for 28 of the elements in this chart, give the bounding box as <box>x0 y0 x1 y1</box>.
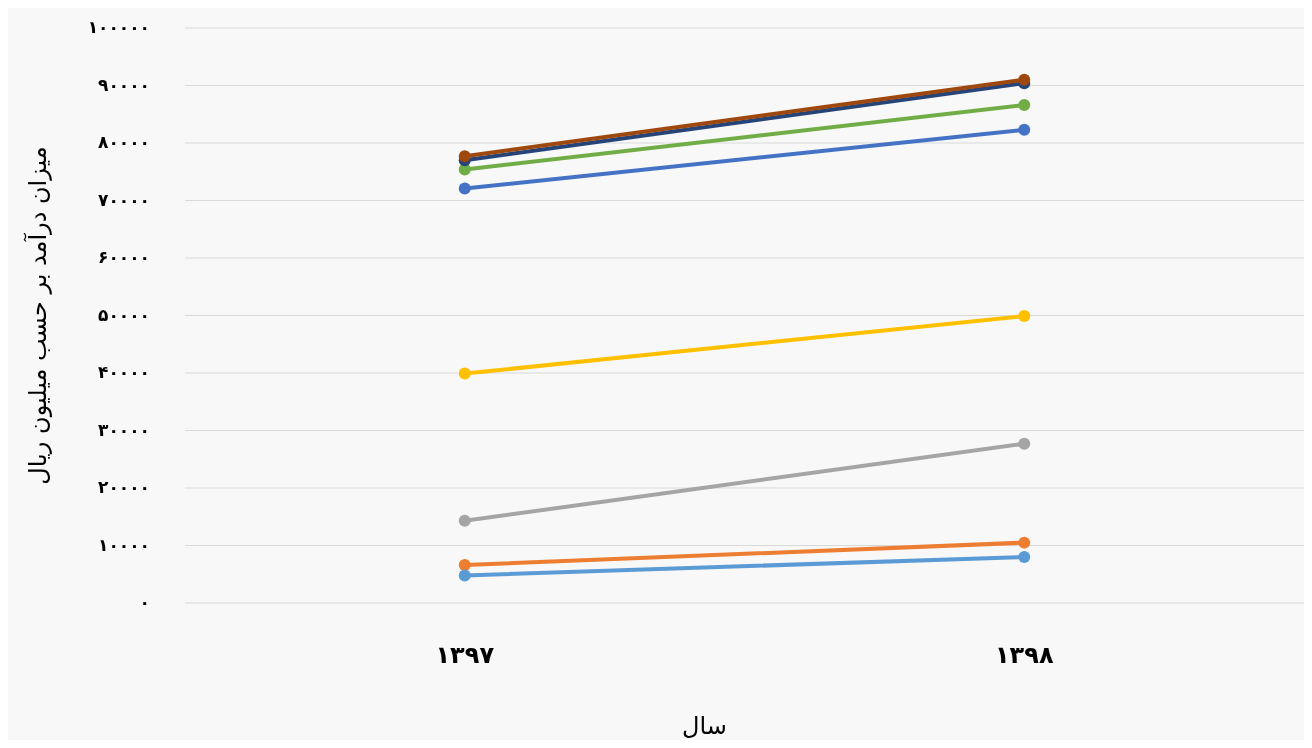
y-tick-label: ۹۰۰۰۰ <box>98 74 150 95</box>
point <box>1018 73 1031 86</box>
point <box>1018 437 1031 450</box>
y-axis-title: میزان درآمد بر حسب میلیون ریال <box>23 146 52 485</box>
y-tick-label: ۴۰۰۰۰ <box>98 362 150 382</box>
point <box>1018 551 1031 563</box>
y-tick-label: ۵۰۰۰۰ <box>98 304 150 325</box>
point <box>1018 99 1031 112</box>
x-tick-label: ۱۳۹۸ <box>994 641 1054 669</box>
point <box>458 367 471 380</box>
y-tick-label: ۶۰۰۰۰ <box>98 247 150 267</box>
point <box>458 569 471 582</box>
y-tick-label: ۱۰۰۰۰۰ <box>87 17 150 37</box>
point <box>458 559 471 572</box>
point <box>458 150 471 163</box>
point <box>1018 310 1031 323</box>
x-axis-title: سال <box>682 712 727 740</box>
point <box>458 182 471 195</box>
x-tick-label: ۱۳۹۷ <box>435 641 495 669</box>
point <box>1018 536 1031 549</box>
point <box>458 514 471 527</box>
point <box>1018 123 1031 136</box>
y-tick-label: ۸۰۰۰۰ <box>98 132 150 152</box>
y-tick-label: ۲۰۰۰۰ <box>98 477 150 497</box>
y-tick-label: ۰ <box>139 592 150 612</box>
y-tick-label: ۱۰۰۰۰ <box>98 534 150 555</box>
y-tick-label: ۷۰۰۰۰ <box>98 189 150 210</box>
y-tick-label: ۳۰۰۰۰ <box>98 419 150 440</box>
